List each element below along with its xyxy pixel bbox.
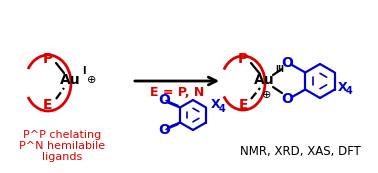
Text: X: X — [211, 98, 221, 111]
Text: Au: Au — [254, 73, 274, 87]
Text: O: O — [281, 56, 293, 70]
Text: E: E — [238, 98, 248, 112]
Text: P^P chelating: P^P chelating — [23, 130, 101, 140]
Text: 4: 4 — [219, 103, 226, 113]
Text: NMR, XRD, XAS, DFT: NMR, XRD, XAS, DFT — [240, 144, 361, 157]
Text: O: O — [158, 124, 170, 138]
Text: III: III — [276, 66, 285, 75]
Text: ⊕: ⊕ — [87, 75, 97, 85]
Text: P: P — [43, 52, 53, 66]
Text: E: E — [43, 98, 53, 112]
Text: P: P — [238, 52, 248, 66]
Text: ligands: ligands — [42, 152, 82, 162]
Text: Au: Au — [60, 73, 80, 87]
Text: X: X — [338, 81, 347, 94]
Text: E = P, N: E = P, N — [150, 86, 204, 99]
Text: 4: 4 — [346, 86, 352, 97]
Text: I: I — [82, 66, 86, 76]
Text: ⊕: ⊕ — [262, 90, 272, 100]
Text: P^N hemilabile: P^N hemilabile — [19, 141, 105, 151]
Text: O: O — [281, 92, 293, 106]
Text: O: O — [158, 93, 170, 107]
